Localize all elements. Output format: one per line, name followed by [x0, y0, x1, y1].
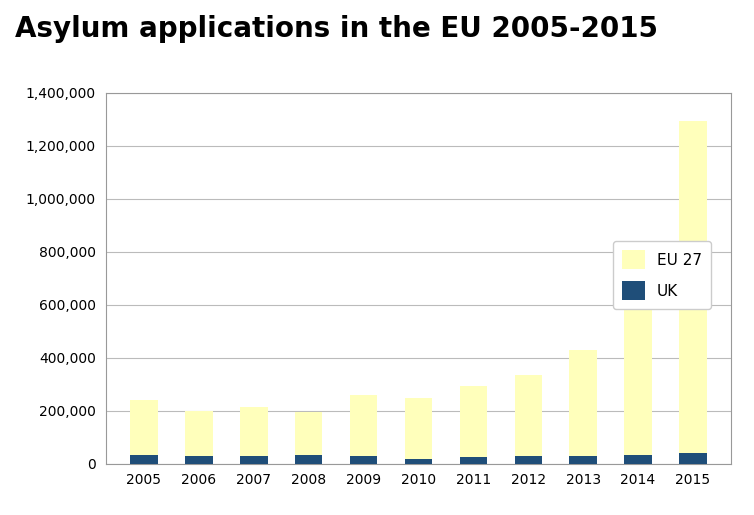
Bar — [624, 455, 651, 464]
Bar — [514, 375, 542, 456]
Bar — [460, 456, 487, 464]
Bar — [624, 307, 651, 455]
Bar — [679, 453, 706, 464]
Bar — [569, 350, 597, 456]
Bar — [514, 456, 542, 464]
Text: Asylum applications in the EU 2005-2015: Asylum applications in the EU 2005-2015 — [15, 15, 658, 43]
Bar — [460, 386, 487, 456]
Bar — [350, 456, 377, 464]
Bar — [405, 399, 432, 459]
Bar — [130, 455, 158, 464]
Bar — [679, 121, 706, 453]
Bar — [350, 395, 377, 456]
Legend: EU 27, UK: EU 27, UK — [613, 241, 711, 309]
Bar — [185, 411, 213, 456]
Bar — [185, 456, 213, 464]
Bar — [240, 407, 268, 456]
Bar — [569, 456, 597, 464]
Bar — [240, 456, 268, 464]
Bar — [295, 455, 323, 464]
Bar — [405, 459, 432, 464]
Bar — [295, 411, 323, 455]
Bar — [130, 400, 158, 455]
